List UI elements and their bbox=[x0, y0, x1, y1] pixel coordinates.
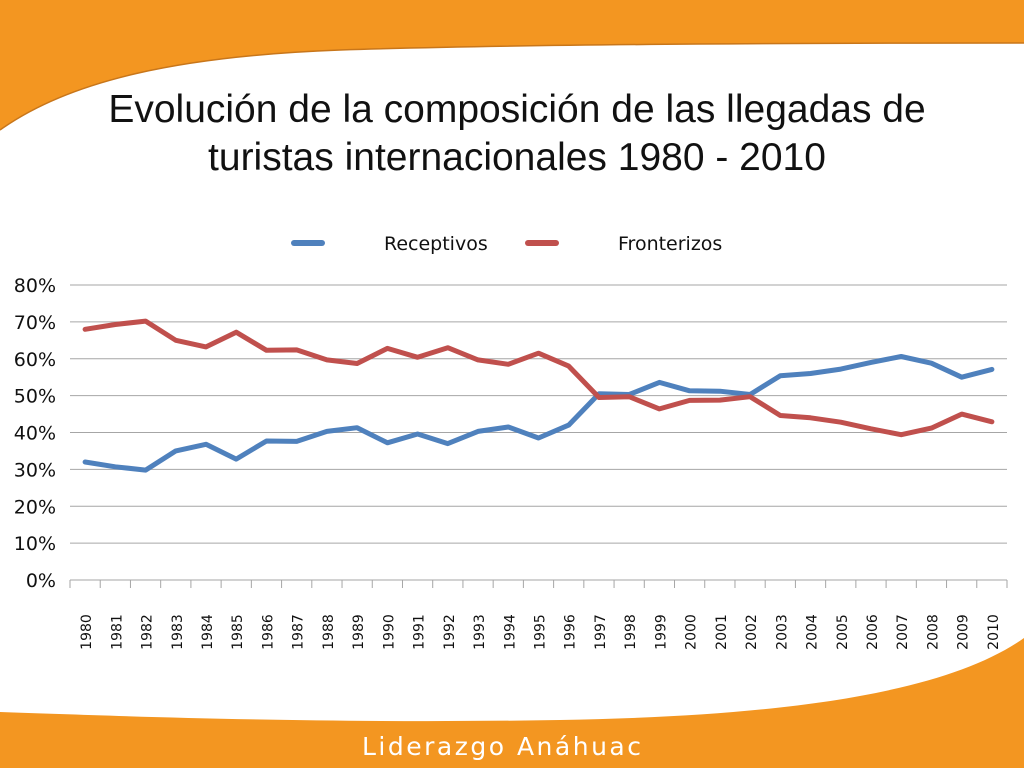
x-tick-label: 1983 bbox=[170, 614, 186, 650]
x-tick-label: 1986 bbox=[260, 614, 276, 650]
title-line-2: turistas internacionales 1980 - 2010 bbox=[208, 136, 826, 179]
y-tick-label: 60% bbox=[14, 349, 56, 371]
x-tick-label: 1980 bbox=[79, 614, 95, 650]
x-tick-label: 2002 bbox=[744, 614, 760, 650]
x-tick-label: 1989 bbox=[351, 614, 367, 650]
x-tick-label: 1993 bbox=[472, 614, 488, 650]
x-tick-label: 2000 bbox=[684, 614, 700, 650]
x-tick-label: 2010 bbox=[986, 614, 1002, 650]
x-tick-label: 1984 bbox=[200, 614, 216, 650]
x-tick-label: 2004 bbox=[805, 614, 821, 650]
y-tick-label: 20% bbox=[14, 496, 56, 518]
x-tick-label: 1982 bbox=[140, 614, 156, 650]
y-tick-label: 10% bbox=[14, 533, 56, 555]
y-tick-label: 80% bbox=[14, 275, 56, 297]
y-tick-label: 70% bbox=[14, 312, 56, 334]
top-accent-line bbox=[0, 42, 1024, 131]
x-tick-label: 1994 bbox=[502, 614, 518, 650]
x-tick-label: 2001 bbox=[714, 614, 730, 650]
series-line-receptivos bbox=[82, 354, 995, 473]
y-tick-label: 0% bbox=[26, 570, 56, 592]
y-tick-label: 50% bbox=[14, 386, 56, 408]
x-tick-label: 1996 bbox=[563, 614, 579, 650]
y-tick-label: 40% bbox=[14, 423, 56, 445]
x-tick-label: 1985 bbox=[230, 614, 246, 650]
x-tick-label: 2007 bbox=[895, 614, 911, 650]
slide-title: Evolución de la composición de las llega… bbox=[62, 86, 972, 182]
x-tick-label: 1990 bbox=[381, 614, 397, 650]
series-line-fronterizos bbox=[82, 318, 995, 438]
x-tick-label: 1992 bbox=[442, 614, 458, 650]
x-tick-label: 1999 bbox=[653, 614, 669, 650]
top-orange-band bbox=[0, 0, 1024, 130]
x-tick-label: 1981 bbox=[109, 614, 125, 650]
legend-label-receptivos: Receptivos bbox=[384, 233, 488, 255]
x-tick-label: 1998 bbox=[623, 614, 639, 650]
x-tick-label: 2006 bbox=[865, 614, 881, 650]
bottom-orange-band bbox=[0, 638, 1024, 768]
x-tick-label: 1991 bbox=[412, 614, 428, 650]
x-tick-label: 1987 bbox=[291, 614, 307, 650]
x-tick-label: 2003 bbox=[774, 614, 790, 650]
title-line-1: Evolución de la composición de las llega… bbox=[108, 88, 926, 131]
footer-brand-text: Liderazgo Anáhuac bbox=[362, 732, 644, 761]
x-tick-label: 2009 bbox=[956, 614, 972, 650]
legend-label-fronterizos: Fronterizos bbox=[618, 233, 722, 255]
x-tick-label: 2008 bbox=[925, 614, 941, 650]
x-tick-label: 1997 bbox=[593, 614, 609, 650]
x-tick-label: 1988 bbox=[321, 614, 337, 650]
x-tick-label: 1995 bbox=[533, 614, 549, 650]
x-tick-label: 2005 bbox=[835, 614, 851, 650]
y-tick-label: 30% bbox=[14, 459, 56, 481]
